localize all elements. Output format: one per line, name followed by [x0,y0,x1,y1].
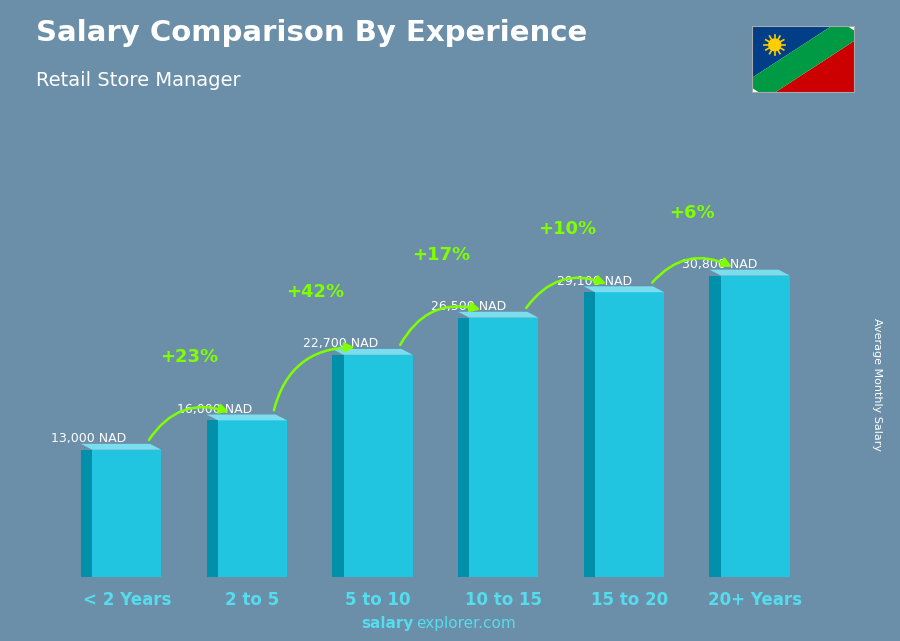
Bar [595,292,664,577]
Text: Retail Store Manager: Retail Store Manager [36,71,240,90]
Polygon shape [709,270,790,276]
Polygon shape [332,349,413,355]
Text: Salary Comparison By Experience: Salary Comparison By Experience [36,19,587,47]
Text: +6%: +6% [670,204,716,222]
Polygon shape [752,26,855,93]
Bar [218,420,287,577]
Text: 30,800 NAD: 30,800 NAD [682,258,758,271]
Text: Average Monthly Salary: Average Monthly Salary [872,318,883,451]
Polygon shape [752,26,855,93]
Polygon shape [81,444,161,450]
Polygon shape [752,26,855,93]
Circle shape [768,38,781,51]
Bar [344,355,413,577]
Text: 26,500 NAD: 26,500 NAD [431,300,507,313]
Bar [92,450,161,577]
Bar [469,318,538,577]
Text: 22,700 NAD: 22,700 NAD [302,337,378,351]
Text: +23%: +23% [160,349,219,367]
Text: 13,000 NAD: 13,000 NAD [51,432,127,445]
Bar [721,276,790,577]
Polygon shape [458,312,538,318]
Polygon shape [206,420,218,577]
Text: +17%: +17% [412,246,470,263]
Polygon shape [458,318,469,577]
Polygon shape [81,450,92,577]
Polygon shape [709,276,721,577]
Text: 16,000 NAD: 16,000 NAD [177,403,252,416]
Polygon shape [206,415,287,420]
Polygon shape [332,355,344,577]
Text: salary: salary [362,617,414,631]
Polygon shape [584,287,664,292]
Polygon shape [752,26,855,93]
Text: +10%: +10% [537,221,596,238]
Polygon shape [584,292,595,577]
Text: +42%: +42% [286,283,345,301]
Text: explorer.com: explorer.com [416,617,516,631]
Text: 29,100 NAD: 29,100 NAD [557,275,632,288]
